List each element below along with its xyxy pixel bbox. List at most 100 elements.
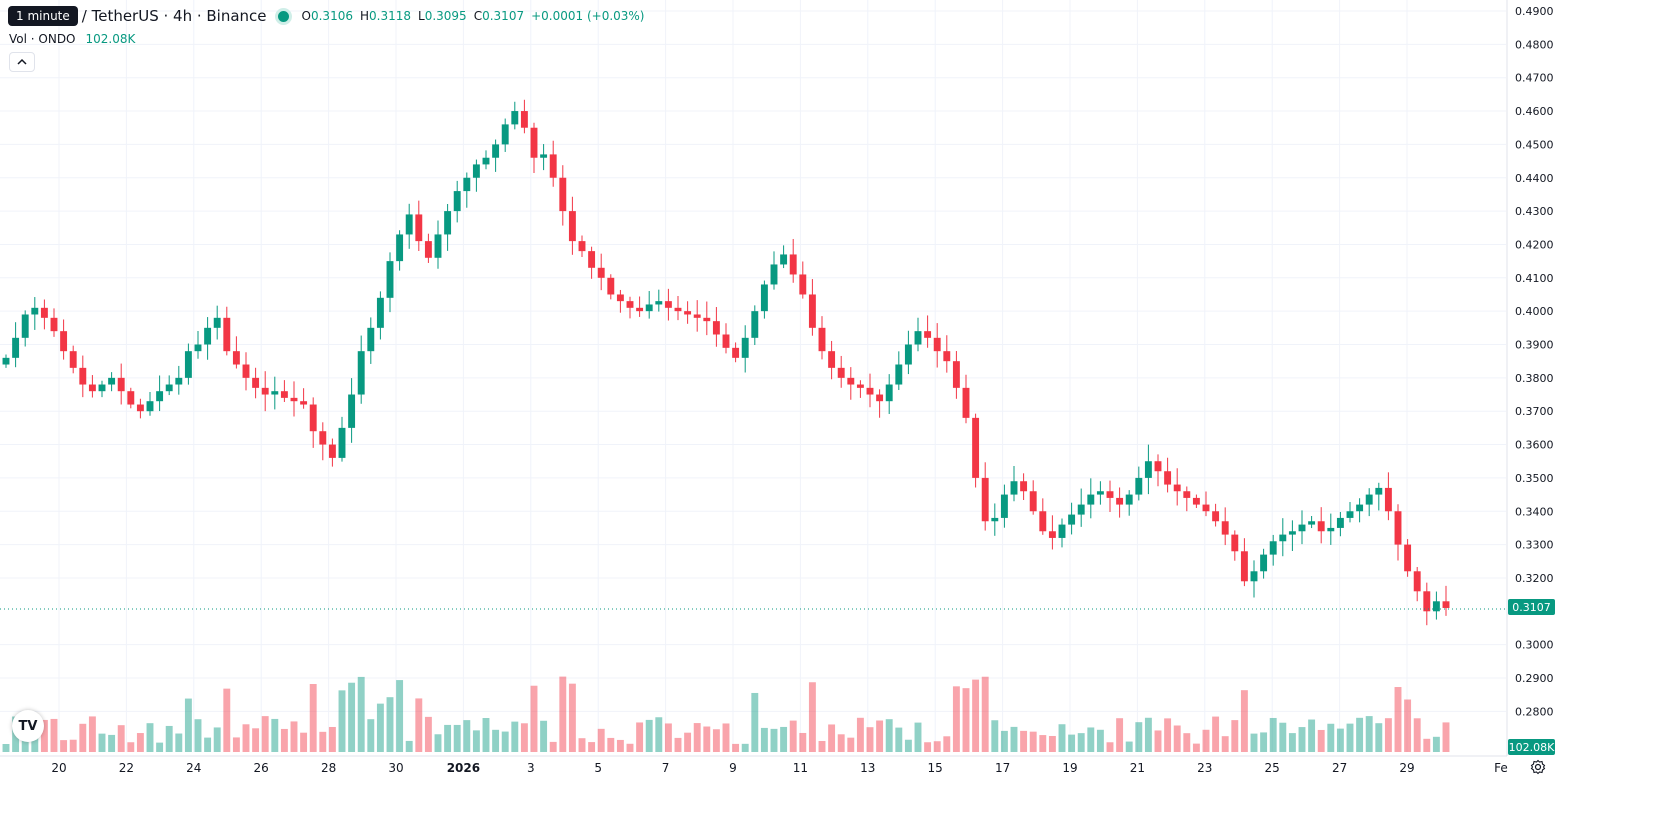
candle-body[interactable] <box>703 317 711 322</box>
candle-body[interactable] <box>1384 487 1392 512</box>
candle-body[interactable] <box>213 317 221 328</box>
candle-body[interactable] <box>1404 544 1412 572</box>
candle-body[interactable] <box>1010 481 1018 495</box>
candle-body[interactable] <box>1221 521 1229 535</box>
candle-body[interactable] <box>1020 481 1028 492</box>
candle-body[interactable] <box>1144 461 1152 478</box>
candle-body[interactable] <box>789 254 797 275</box>
symbol-title[interactable]: / TetherUS · 4h · Binance <box>81 7 267 25</box>
candle-body[interactable] <box>578 241 586 252</box>
candle-body[interactable] <box>760 284 768 312</box>
candle-body[interactable] <box>376 297 384 328</box>
candle-body[interactable] <box>1317 521 1325 532</box>
candle-body[interactable] <box>1048 531 1056 538</box>
candle-body[interactable] <box>645 304 653 312</box>
candle-body[interactable] <box>12 337 20 358</box>
candle-body[interactable] <box>1260 554 1268 572</box>
candle-body[interactable] <box>156 391 164 402</box>
candle-body[interactable] <box>492 144 500 158</box>
candle-body[interactable] <box>741 337 749 358</box>
candle-body[interactable] <box>924 331 932 338</box>
candle-body[interactable] <box>866 387 874 395</box>
candle-body[interactable] <box>914 331 922 345</box>
candle-body[interactable] <box>636 307 644 312</box>
candle-body[interactable] <box>472 164 480 178</box>
candle-body[interactable] <box>952 361 960 388</box>
candle-body[interactable] <box>127 391 135 405</box>
candle-body[interactable] <box>1336 517 1344 528</box>
candle-body[interactable] <box>712 321 720 335</box>
candle-body[interactable] <box>1000 494 1008 518</box>
collapse-legend-button[interactable] <box>9 52 35 72</box>
candle-body[interactable] <box>895 364 903 385</box>
candle-body[interactable] <box>693 314 701 318</box>
candle-body[interactable] <box>684 311 692 315</box>
candle-body[interactable] <box>165 384 173 392</box>
candle-body[interactable] <box>1375 487 1383 495</box>
gear-icon[interactable] <box>1528 757 1548 777</box>
candle-body[interactable] <box>108 377 116 385</box>
candle-body[interactable] <box>79 367 87 385</box>
candle-body[interactable] <box>991 517 999 522</box>
candle-body[interactable] <box>1250 571 1258 582</box>
candle-body[interactable] <box>828 351 836 368</box>
candle-body[interactable] <box>1288 531 1296 535</box>
candle-body[interactable] <box>60 331 68 352</box>
candle-body[interactable] <box>1058 524 1066 538</box>
candle-body[interactable] <box>1192 497 1200 505</box>
candle-body[interactable] <box>1154 461 1162 472</box>
candle-body[interactable] <box>1298 524 1306 532</box>
candle-body[interactable] <box>252 377 260 388</box>
candle-body[interactable] <box>770 264 778 285</box>
candle-body[interactable] <box>664 301 672 308</box>
candle-body[interactable] <box>1135 477 1143 495</box>
candle-body[interactable] <box>261 387 269 395</box>
candle-body[interactable] <box>1394 511 1402 545</box>
candle-body[interactable] <box>876 394 884 402</box>
candle-body[interactable] <box>530 127 538 158</box>
candle-body[interactable] <box>453 191 461 212</box>
candle-body[interactable] <box>597 267 605 278</box>
candle-body[interactable] <box>444 211 452 235</box>
candle-body[interactable] <box>751 311 759 338</box>
candle-body[interactable] <box>348 394 356 428</box>
candle-body[interactable] <box>2 357 10 365</box>
candle-body[interactable] <box>204 327 212 345</box>
candle-body[interactable] <box>1308 521 1316 525</box>
candle-body[interactable] <box>856 384 864 388</box>
candle-body[interactable] <box>1442 601 1450 608</box>
candle-body[interactable] <box>280 391 288 398</box>
candle-body[interactable] <box>981 477 989 522</box>
candle-body[interactable] <box>1087 494 1095 505</box>
tradingview-logo-icon[interactable]: TV <box>12 710 44 742</box>
candle-body[interactable] <box>1116 497 1124 505</box>
candle-body[interactable] <box>799 274 807 295</box>
candle-body[interactable] <box>904 344 912 365</box>
candle-body[interactable] <box>1173 484 1181 492</box>
candle-body[interactable] <box>463 177 471 192</box>
candle-body[interactable] <box>568 211 576 242</box>
candle-body[interactable] <box>223 317 231 352</box>
candle-body[interactable] <box>146 401 154 412</box>
candle-body[interactable] <box>780 254 788 265</box>
candle-body[interactable] <box>818 327 826 352</box>
candle-body[interactable] <box>367 327 375 352</box>
candle-body[interactable] <box>1269 541 1277 555</box>
candle-body[interactable] <box>338 427 346 458</box>
candle-body[interactable] <box>1231 534 1239 552</box>
candle-body[interactable] <box>540 154 548 158</box>
candle-body[interactable] <box>386 261 394 298</box>
candle-body[interactable] <box>271 391 279 395</box>
candle-body[interactable] <box>607 277 615 295</box>
candle-body[interactable] <box>300 401 308 405</box>
candle-body[interactable] <box>50 317 58 332</box>
candle-body[interactable] <box>511 111 519 125</box>
candle-body[interactable] <box>1212 511 1220 522</box>
candle-body[interactable] <box>732 347 740 358</box>
candle-body[interactable] <box>40 307 48 318</box>
candle-body[interactable] <box>549 154 557 178</box>
volume-legend[interactable]: Vol · ONDO 102.08K <box>9 32 135 46</box>
candle-body[interactable] <box>972 417 980 478</box>
candle-body[interactable] <box>655 301 663 305</box>
